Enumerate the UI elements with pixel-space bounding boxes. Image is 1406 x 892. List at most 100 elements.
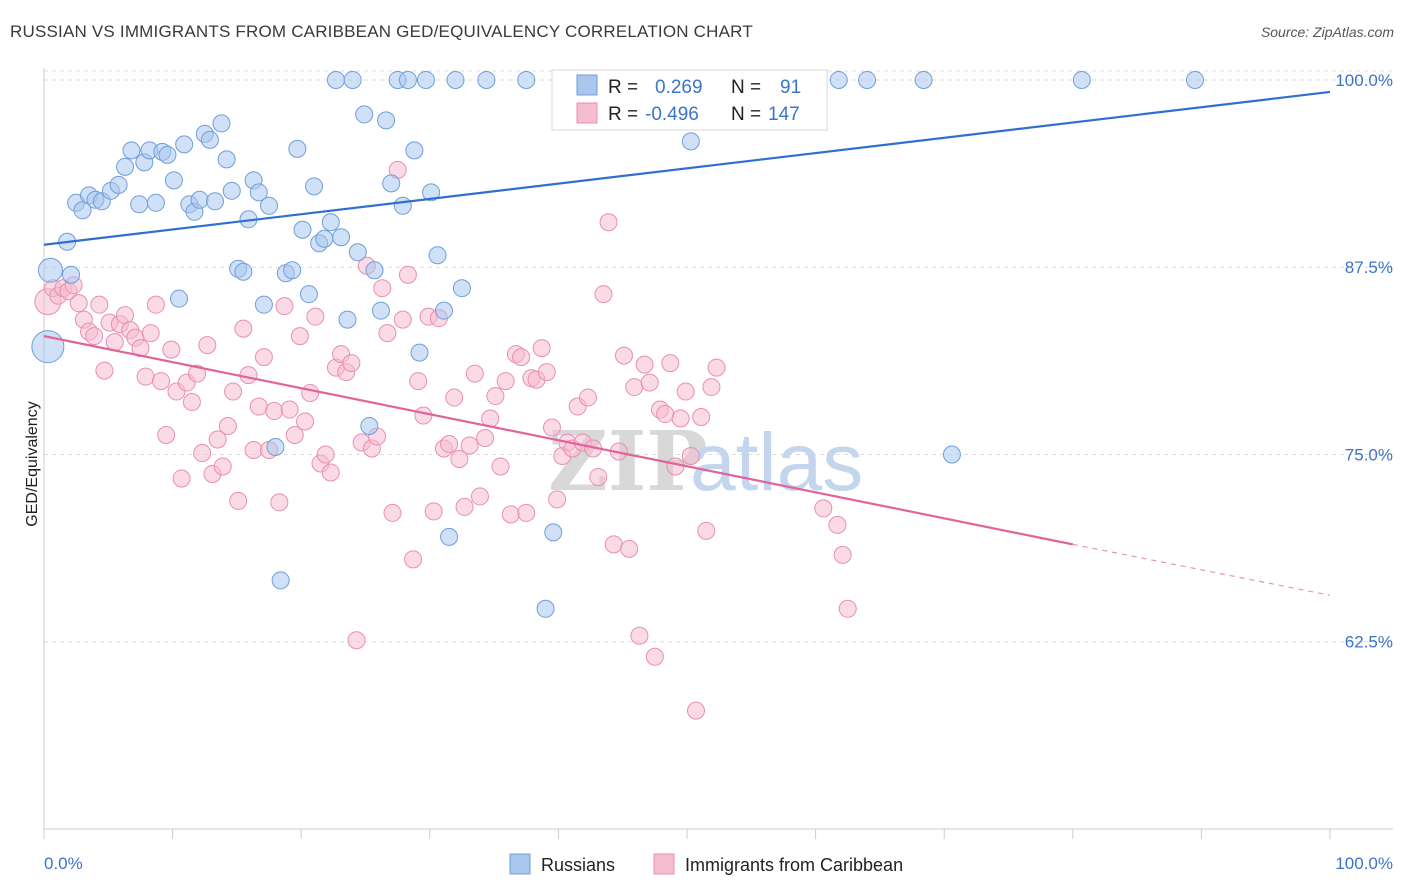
caribbean-point bbox=[347, 631, 366, 650]
caribbean-point bbox=[224, 382, 243, 401]
caribbean-point bbox=[162, 340, 181, 359]
caribbean-point bbox=[620, 539, 639, 558]
russians-point bbox=[315, 229, 334, 248]
caribbean-point bbox=[244, 440, 263, 459]
caribbean-point bbox=[599, 213, 618, 232]
stats-box-frame bbox=[551, 69, 828, 131]
caribbean-point bbox=[116, 306, 135, 325]
caribbean-point bbox=[470, 487, 489, 506]
russians-point bbox=[332, 228, 351, 247]
caribbean-point bbox=[542, 418, 561, 437]
caribbean-point bbox=[152, 372, 171, 391]
caribbean-point bbox=[440, 434, 459, 453]
russians-point bbox=[299, 285, 318, 304]
caribbean-point bbox=[578, 388, 597, 407]
caribbean-point bbox=[306, 307, 325, 326]
russians-point bbox=[217, 150, 236, 169]
caribbean-point bbox=[239, 366, 258, 385]
y-tick-label: 75.0% bbox=[1345, 445, 1393, 464]
stats-r-value-caribbean: -0.496 bbox=[645, 104, 699, 125]
caribbean-point bbox=[491, 457, 510, 476]
russians-point bbox=[170, 289, 189, 308]
stats-box: R = 0.269 N = 91 R = -0.496 N = 147 bbox=[551, 69, 828, 131]
caribbean-point bbox=[532, 339, 551, 358]
russians-point bbox=[271, 571, 290, 590]
caribbean-point bbox=[594, 285, 613, 304]
axes bbox=[43, 68, 1393, 839]
caribbean-point bbox=[404, 550, 423, 569]
russians-point bbox=[37, 257, 63, 283]
russians-point bbox=[942, 445, 961, 464]
caribbean-point bbox=[656, 405, 675, 424]
chart-title: RUSSIAN VS IMMIGRANTS FROM CARIBBEAN GED… bbox=[10, 22, 753, 41]
caribbean-point bbox=[450, 449, 469, 468]
caribbean-point bbox=[296, 412, 315, 431]
caribbean-point bbox=[213, 457, 232, 476]
russians-point bbox=[365, 261, 384, 280]
russians-point bbox=[260, 196, 279, 215]
caribbean-trend-line bbox=[43, 335, 1074, 546]
legend-label-russians: Russians bbox=[541, 855, 615, 875]
caribbean-point bbox=[589, 467, 608, 486]
russians-point bbox=[164, 171, 183, 190]
caribbean-point bbox=[697, 521, 716, 540]
russians-point bbox=[858, 70, 877, 89]
caribbean-point bbox=[828, 515, 847, 534]
caribbean-point bbox=[645, 647, 664, 666]
russians-point bbox=[206, 192, 225, 211]
caribbean-point bbox=[614, 346, 633, 365]
russians-point bbox=[175, 135, 194, 154]
caribbean-point bbox=[373, 279, 392, 298]
caribbean-point bbox=[290, 327, 309, 346]
russians-point bbox=[116, 157, 135, 176]
caribbean-point bbox=[537, 363, 556, 382]
caribbean-point bbox=[501, 505, 520, 524]
russians-point bbox=[109, 175, 128, 194]
caribbean-point bbox=[69, 294, 88, 313]
caribbean-point bbox=[707, 358, 726, 377]
y-tick-label: 87.5% bbox=[1345, 258, 1393, 277]
russians-point bbox=[122, 141, 141, 160]
russians-point bbox=[536, 599, 555, 618]
legend-swatch-russians bbox=[509, 853, 531, 875]
russians-point bbox=[158, 145, 177, 164]
caribbean-point bbox=[671, 409, 690, 428]
x-tick-label-min: 0.0% bbox=[44, 854, 83, 873]
stats-swatch-caribbean bbox=[576, 102, 598, 124]
russians-point bbox=[321, 213, 340, 232]
russians-point bbox=[190, 190, 209, 209]
caribbean-point bbox=[342, 354, 361, 373]
russians-point bbox=[200, 130, 219, 149]
caribbean-point bbox=[157, 426, 176, 445]
caribbean-point bbox=[85, 327, 104, 346]
caribbean-point bbox=[90, 295, 109, 314]
russians-point bbox=[146, 193, 165, 212]
y-axis-label: GED/Equivalency bbox=[24, 401, 41, 526]
russians-point bbox=[360, 417, 379, 436]
russians-point bbox=[440, 527, 459, 546]
russians-point bbox=[288, 139, 307, 158]
caribbean-point bbox=[702, 378, 721, 397]
russians-point bbox=[266, 437, 285, 456]
caribbean-point bbox=[254, 348, 273, 367]
caribbean-point bbox=[512, 348, 531, 367]
russians-point bbox=[1185, 70, 1204, 89]
y-tick-label: 100.0% bbox=[1335, 71, 1393, 90]
legend: Russians Immigrants from Caribbean bbox=[509, 853, 903, 875]
gridlines bbox=[44, 70, 1393, 643]
caribbean-point bbox=[316, 445, 335, 464]
russians-point bbox=[62, 265, 81, 284]
caribbean-point bbox=[414, 406, 433, 425]
caribbean-point bbox=[218, 417, 237, 436]
russians-point bbox=[31, 330, 65, 364]
stats-swatch-russians bbox=[576, 74, 598, 96]
caribbean-point bbox=[398, 265, 417, 284]
trend-lines bbox=[43, 90, 1331, 596]
russians-point bbox=[681, 132, 700, 151]
russians-point bbox=[348, 243, 367, 262]
caribbean-point bbox=[517, 503, 536, 522]
caribbean-point bbox=[486, 387, 505, 406]
russians-point bbox=[212, 114, 231, 133]
russians-point bbox=[446, 70, 465, 89]
